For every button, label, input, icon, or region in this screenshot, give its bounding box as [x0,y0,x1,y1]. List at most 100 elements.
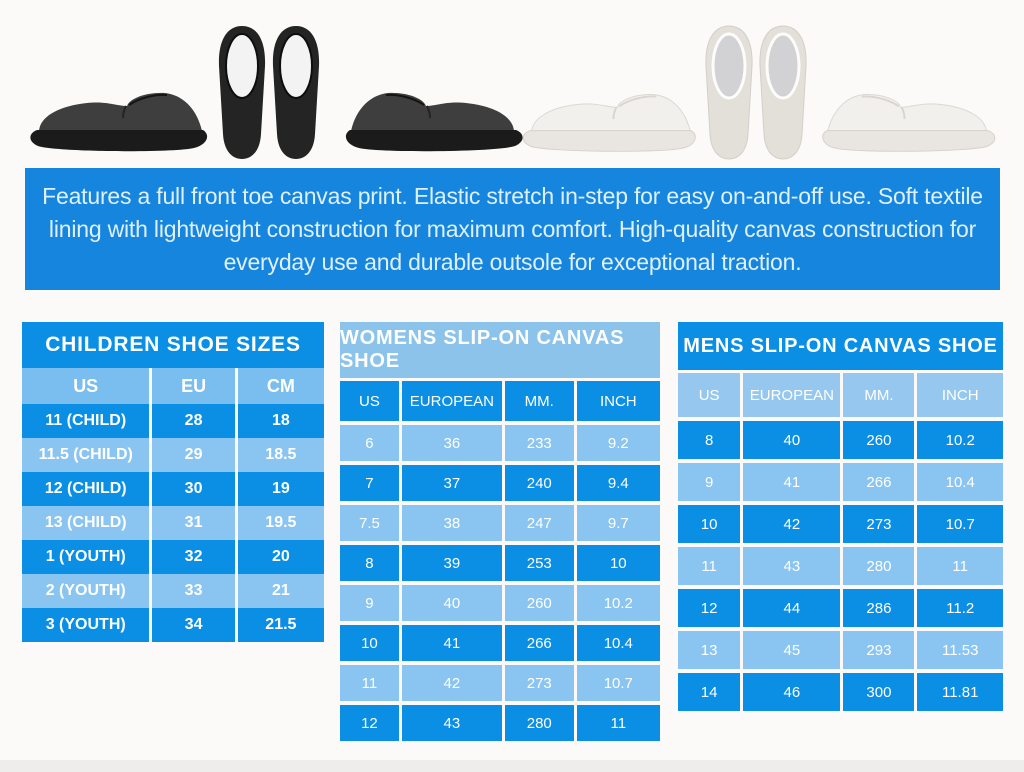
size-cell: 10.7 [917,505,1003,543]
size-cell: 45 [743,631,841,669]
size-cell: 29 [152,438,235,472]
size-cell: 10.4 [917,463,1003,501]
size-cell: 9.2 [576,425,660,461]
table-row: 12 43 280 11 [340,705,660,741]
column-header: MM. [843,373,915,417]
size-cell: 8 [678,421,741,459]
size-cell: 36 [401,425,502,461]
size-cell: 43 [743,547,841,585]
size-cell: 11 [678,547,741,585]
size-cell: 247 [504,505,574,541]
size-cell: 12 [340,705,399,741]
size-cell: 9.4 [576,465,660,501]
column-header: EU [152,368,235,404]
size-cell: 42 [743,505,841,543]
table-row: 8 40 260 10.2 [678,421,1003,459]
size-cell: 10 [678,505,741,543]
size-cell: 10.2 [917,421,1003,459]
table-row: 9 41 266 10.4 [678,463,1003,501]
product-description-banner: Features a full front toe canvas print. … [25,168,1000,290]
mens-chart-title: MENS SLIP-ON CANVAS SHOE [678,322,1003,370]
table-row: 7.5 38 247 9.7 [340,505,660,541]
size-cell: 13 (CHILD) [22,506,150,540]
size-cell: 11 [340,665,399,701]
size-cell: 41 [743,463,841,501]
children-chart-title: CHILDREN SHOE SIZES [22,322,324,368]
size-cell: 32 [152,540,235,574]
size-cell: 240 [504,465,574,501]
size-cell: 28 [152,404,235,438]
children-size-chart: CHILDREN SHOE SIZES US EU CM 11 (CHILD) … [22,322,324,642]
mens-header-row: US EUROPEAN MM. INCH [678,373,1003,417]
size-cell: 19.5 [237,506,324,540]
size-cell: 260 [843,421,915,459]
column-header: US [340,381,399,421]
size-cell: 293 [843,631,915,669]
banner-line-2: lining with lightweight construction for… [48,215,977,242]
size-cell: 30 [152,472,235,506]
size-cell: 266 [504,625,574,661]
column-header: INCH [917,373,1003,417]
size-cell: 40 [743,421,841,459]
size-cell: 37 [401,465,502,501]
size-cell: 14 [678,673,741,711]
table-row: 12 (CHILD) 30 19 [22,472,324,506]
size-cell: 273 [504,665,574,701]
size-cell: 11 [917,547,1003,585]
womens-size-chart: WOMENS SLIP-ON CANVAS SHOE US EUROPEAN M… [340,322,660,741]
size-cell: 18.5 [237,438,324,472]
column-header: CM [237,368,324,404]
size-cell: 9 [678,463,741,501]
size-cell: 12 (CHILD) [22,472,150,506]
size-cell: 7.5 [340,505,399,541]
table-row: 3 (YOUTH) 34 21.5 [22,608,324,642]
column-header: MM. [504,381,574,421]
column-header: INCH [576,381,660,421]
table-row: 11 42 273 10.7 [340,665,660,701]
white-shoe-side-left-image [518,80,703,161]
column-header: EUROPEAN [401,381,502,421]
size-cell: 38 [401,505,502,541]
table-row: 7 37 240 9.4 [340,465,660,501]
table-row: 11.5 (CHILD) 29 18.5 [22,438,324,472]
size-cell: 253 [504,545,574,581]
size-cell: 266 [843,463,915,501]
size-cell: 11.53 [917,631,1003,669]
column-header: EUROPEAN [743,373,841,417]
size-cell: 280 [843,547,915,585]
size-cell: 9.7 [576,505,660,541]
column-header: US [678,373,741,417]
size-cell: 31 [152,506,235,540]
size-cell: 19 [237,472,324,506]
size-cell: 10 [340,625,399,661]
size-cell: 300 [843,673,915,711]
size-cell: 11.5 (CHILD) [22,438,150,472]
size-cell: 11 (CHILD) [22,404,150,438]
banner-line-1: Features a full front toe canvas print. … [42,182,983,209]
size-cell: 260 [504,585,574,621]
size-cell: 8 [340,545,399,581]
table-row: 8 39 253 10 [340,545,660,581]
size-cell: 20 [237,540,324,574]
table-row: 10 41 266 10.4 [340,625,660,661]
size-cell: 11.2 [917,589,1003,627]
children-header-row: US EU CM [22,368,324,404]
size-cell: 233 [504,425,574,461]
size-cell: 46 [743,673,841,711]
size-cell: 44 [743,589,841,627]
table-row: 10 42 273 10.7 [678,505,1003,543]
size-cell: 43 [401,705,502,741]
table-row: 6 36 233 9.2 [340,425,660,461]
size-cell: 10 [576,545,660,581]
size-cell: 40 [401,585,502,621]
table-row: 9 40 260 10.2 [340,585,660,621]
black-shoes-top-pair-image [213,22,325,167]
mens-size-chart: MENS SLIP-ON CANVAS SHOE US EUROPEAN MM.… [678,322,1003,711]
table-row: 2 (YOUTH) 33 21 [22,574,324,608]
size-cell: 11.81 [917,673,1003,711]
size-cell: 34 [152,608,235,642]
size-cell: 280 [504,705,574,741]
size-cell: 18 [237,404,324,438]
table-row: 13 45 293 11.53 [678,631,1003,669]
